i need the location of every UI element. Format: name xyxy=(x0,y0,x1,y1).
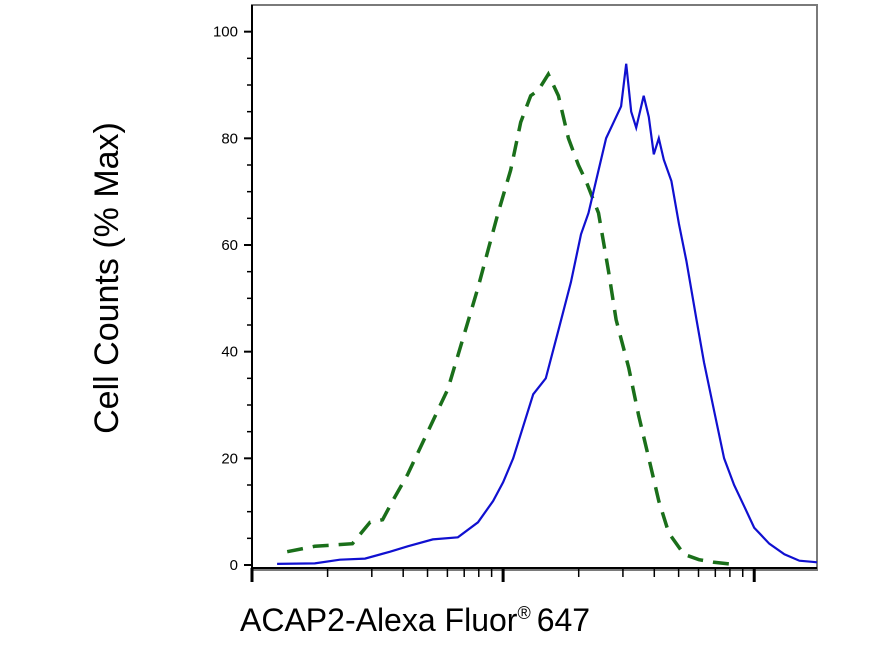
plot-frame xyxy=(251,4,818,571)
x-axis-title-text: ACAP2-Alexa Fluor xyxy=(240,602,518,638)
y-tick-label: 0 xyxy=(230,557,238,574)
y-tick-label: 20 xyxy=(221,450,238,467)
series-isotype-control-line xyxy=(286,70,730,566)
y-tick-label: 100 xyxy=(213,24,238,41)
x-axis-title: ACAP2-Alexa Fluor® 647 xyxy=(240,604,590,636)
registered-mark: ® xyxy=(517,603,531,623)
y-tick-label: 80 xyxy=(221,130,238,147)
y-tick-label: 60 xyxy=(221,237,238,254)
y-tick-label: 40 xyxy=(221,344,238,361)
y-axis-ticks: 0 20 40 60 80 100 xyxy=(213,24,252,574)
series-acap2-stained-line xyxy=(277,63,818,565)
x-axis-ticks xyxy=(250,568,756,582)
y-axis-title: Cell Counts (% Max) xyxy=(88,122,126,434)
x-axis-title-suffix: 647 xyxy=(536,602,591,638)
